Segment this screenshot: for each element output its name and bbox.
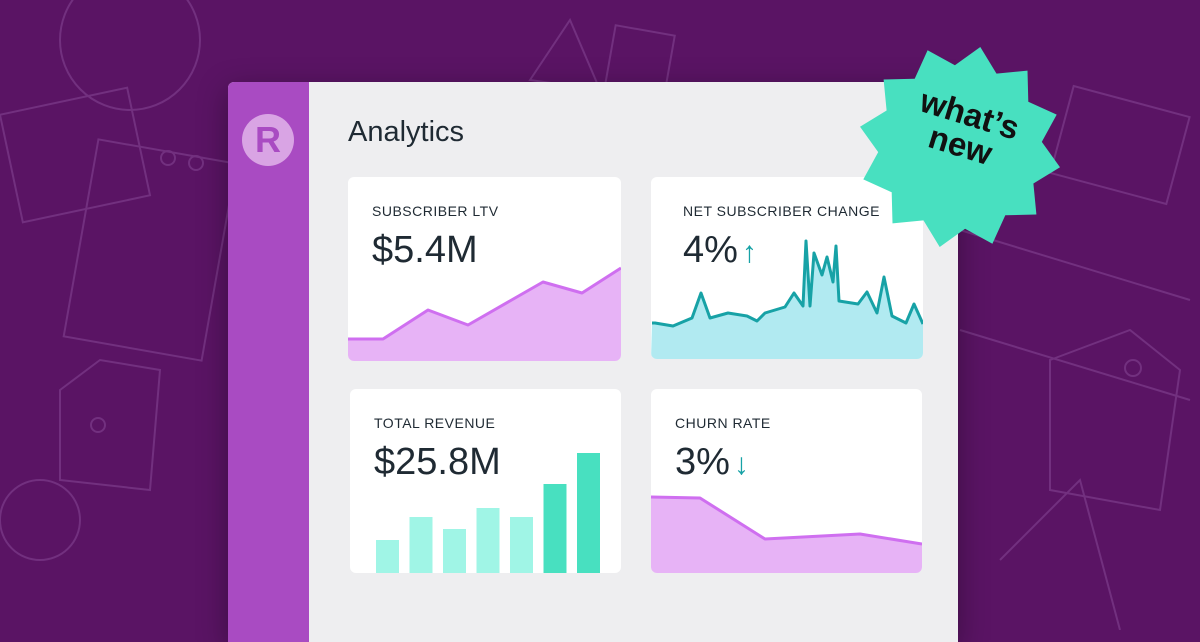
area-fill xyxy=(348,268,621,361)
ltv-chart xyxy=(348,266,621,361)
bar xyxy=(577,453,600,573)
card-label: CHURN RATE xyxy=(675,415,771,431)
bar xyxy=(510,517,533,573)
starburst-badge-icon xyxy=(860,47,1060,247)
bar xyxy=(543,484,567,573)
card-churn-rate[interactable]: CHURN RATE 3% ↓ xyxy=(651,389,922,573)
revenue-bar-chart xyxy=(376,453,600,573)
page-title: Analytics xyxy=(348,116,465,148)
bar xyxy=(443,529,466,573)
card-total-revenue[interactable]: TOTAL REVENUE $25.8M xyxy=(350,389,621,573)
series-line xyxy=(651,495,922,546)
series-line xyxy=(652,239,923,328)
series-line xyxy=(348,266,621,341)
sidebar: R xyxy=(228,82,309,642)
area-fill xyxy=(651,241,923,359)
analytics-window: R Analytics SUBSCRIBER LTV $5.4M NET SUB… xyxy=(228,82,958,642)
arrow-down-icon: ↓ xyxy=(733,448,749,481)
logo-icon[interactable]: R xyxy=(242,114,294,166)
card-label: SUBSCRIBER LTV xyxy=(372,203,499,219)
bar xyxy=(476,508,500,573)
card-label: NET SUBSCRIBER CHANGE xyxy=(683,203,880,219)
bar xyxy=(376,540,399,573)
card-label: TOTAL REVENUE xyxy=(374,415,496,431)
arrow-up-icon: ↑ xyxy=(741,236,757,269)
card-net-subscriber-change[interactable]: NET SUBSCRIBER CHANGE 4% ↑ xyxy=(651,177,923,359)
card-value: $5.4M xyxy=(372,229,478,271)
card-subscriber-ltv[interactable]: SUBSCRIBER LTV $5.4M xyxy=(348,177,621,361)
card-value: 3% ↓ xyxy=(675,441,749,483)
area-fill xyxy=(651,497,922,573)
bar xyxy=(409,517,433,573)
net-subscriber-chart xyxy=(651,239,923,359)
churn-chart xyxy=(651,495,922,573)
card-value: $25.8M xyxy=(374,441,501,483)
card-value: 4% ↑ xyxy=(683,229,757,271)
